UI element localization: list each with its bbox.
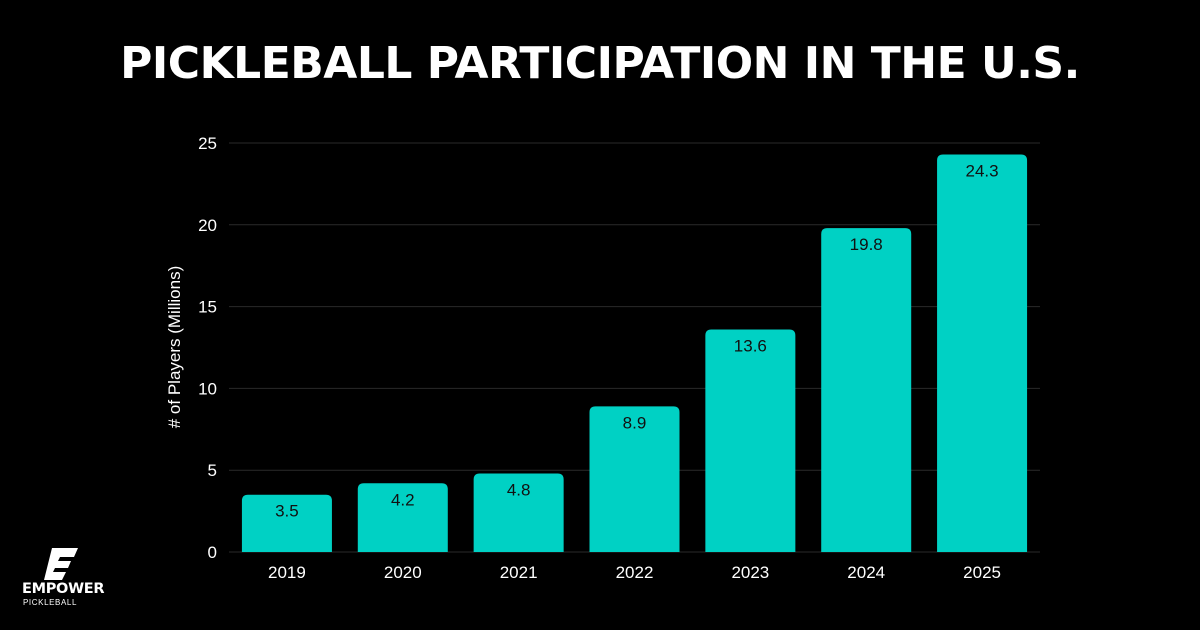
logo-subtext: PICKLEBALL (23, 598, 78, 607)
y-tick-label: 5 (208, 461, 217, 480)
empower-e-logo-icon (44, 548, 78, 580)
logo-wordmark: EMPOWER (22, 581, 105, 597)
bar-2024 (821, 228, 912, 552)
y-tick-label: 25 (198, 134, 217, 153)
data-label: 13.6 (734, 337, 767, 356)
bar-2019 (241, 494, 332, 552)
x-tick-label: 2021 (500, 563, 538, 582)
x-tick-label: 2024 (847, 563, 885, 582)
y-tick-label: 10 (198, 379, 217, 398)
data-label: 19.8 (850, 235, 883, 254)
chart-title: PICKLEBALL PARTICIPATION IN THE U.S. (120, 38, 1080, 89)
data-label: 4.8 (507, 480, 531, 499)
data-label: 4.2 (391, 490, 415, 509)
y-tick-label: 20 (198, 216, 217, 235)
x-tick-label: 2023 (731, 563, 769, 582)
bar-2023 (705, 329, 796, 552)
y-tick-label: 15 (198, 298, 217, 317)
data-label: 24.3 (966, 161, 999, 180)
bar-2020 (357, 483, 448, 552)
empower-logo: EMPOWER PICKLEBALL (22, 548, 105, 612)
data-label: 8.9 (623, 413, 647, 432)
bar-2021 (473, 473, 564, 552)
y-tick-label: 0 (208, 543, 217, 562)
y-axis-label: # of Players (Millions) (165, 266, 184, 429)
bar-2025 (937, 154, 1028, 552)
x-tick-label: 2020 (384, 563, 422, 582)
data-label: 3.5 (275, 502, 299, 521)
x-tick-label: 2022 (616, 563, 654, 582)
x-tick-label: 2025 (963, 563, 1001, 582)
bar-2022 (589, 406, 680, 552)
x-tick-label: 2019 (268, 563, 306, 582)
